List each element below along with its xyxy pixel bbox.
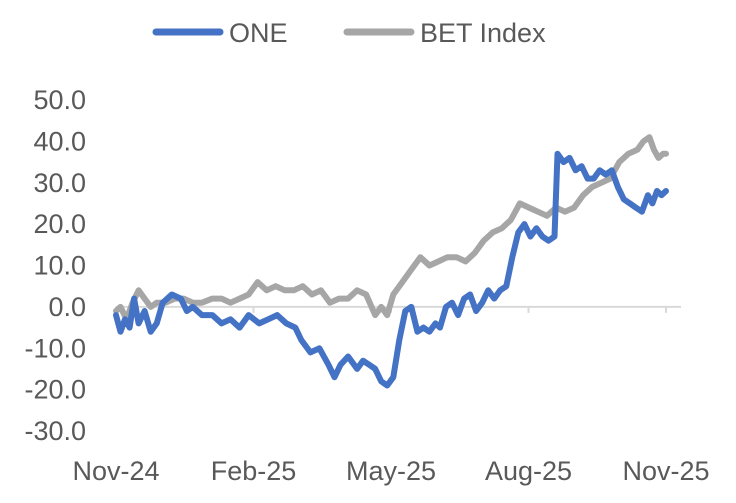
y-tick-label: -20.0 <box>24 375 86 405</box>
x-tick-label: Nov-25 <box>622 456 709 486</box>
series-line-bet-index <box>113 134 669 323</box>
x-tick-label: Aug-25 <box>485 456 572 486</box>
series-lines <box>113 134 669 389</box>
x-axis-labels: Nov-24 Feb-25 May-25 Aug-25 Nov-25 <box>72 456 709 486</box>
legend: ONE BET Index <box>152 18 546 48</box>
series-line-one <box>113 150 669 389</box>
x-tick-label: Feb-25 <box>211 456 297 486</box>
y-tick-label: -10.0 <box>24 333 86 363</box>
y-tick-label: 30.0 <box>33 168 86 198</box>
y-tick-label: 40.0 <box>33 126 86 156</box>
x-tick-label: Nov-24 <box>72 456 159 486</box>
y-tick-label: 10.0 <box>33 251 86 281</box>
legend-label-one: ONE <box>229 18 288 48</box>
y-tick-label: -30.0 <box>24 416 86 446</box>
y-axis-labels: 50.0 40.0 30.0 20.0 10.0 0.0 -10.0 -20.0 -30.0 <box>24 85 86 446</box>
legend-label-bet-index: BET Index <box>420 18 546 48</box>
y-tick-label: 20.0 <box>33 209 86 239</box>
x-tick-label: May-25 <box>346 456 436 486</box>
y-tick-label: 0.0 <box>48 292 86 322</box>
y-tick-label: 50.0 <box>33 85 86 115</box>
